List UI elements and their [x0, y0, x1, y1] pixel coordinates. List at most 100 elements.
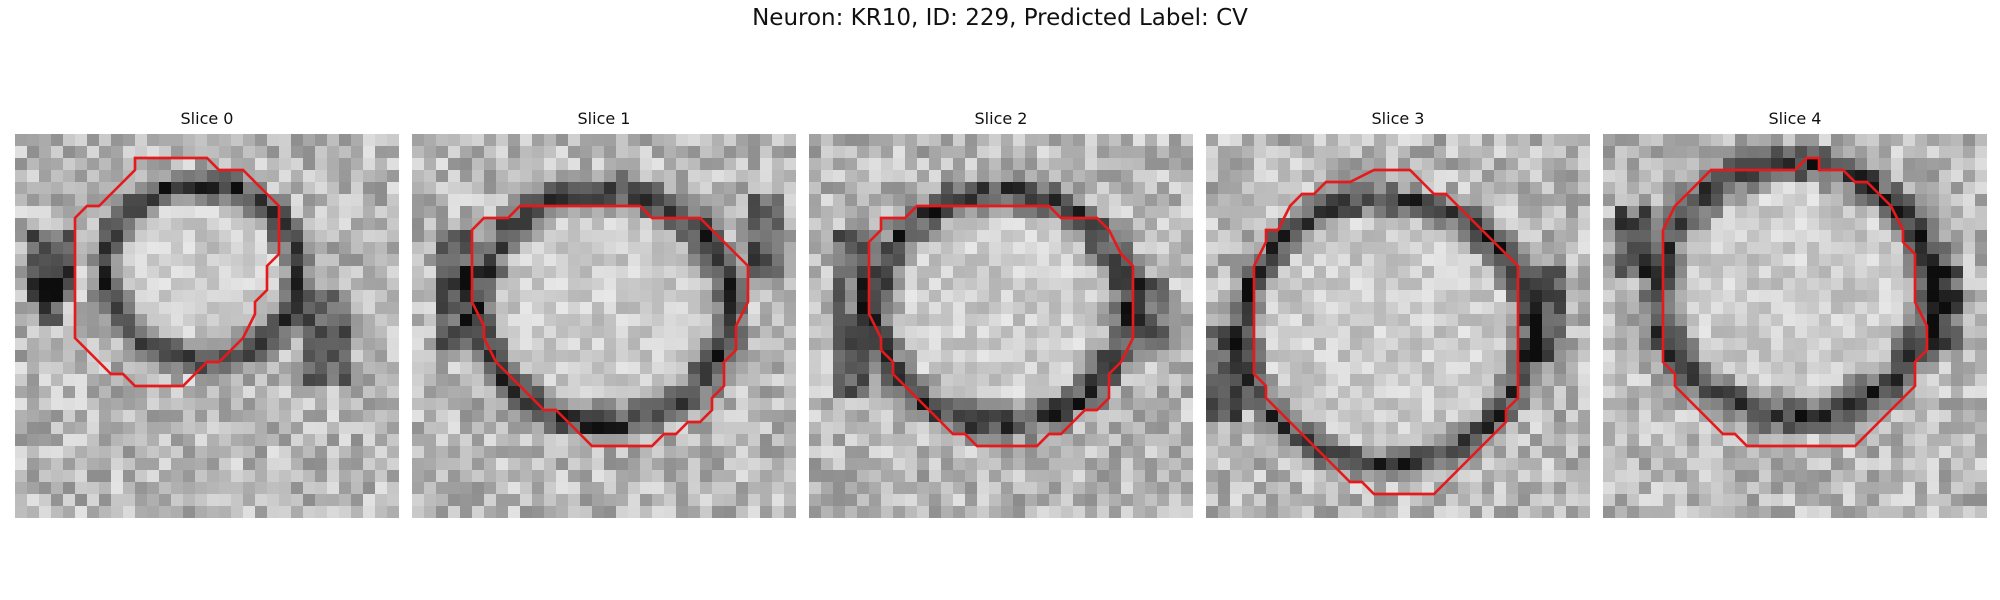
pixel-cell: [1109, 326, 1122, 339]
pixel-cell: [1013, 218, 1026, 231]
pixel-cell: [135, 206, 148, 219]
pixel-cell: [1759, 182, 1772, 195]
pixel-cell: [592, 134, 605, 147]
pixel-cell: [905, 218, 918, 231]
pixel-cell: [508, 290, 521, 303]
pixel-cell: [351, 422, 364, 435]
pixel-cell: [1867, 134, 1880, 147]
pixel-cell: [1049, 458, 1062, 471]
pixel-cell: [1073, 362, 1086, 375]
pixel-cell: [1494, 206, 1507, 219]
pixel-cell: [1386, 206, 1399, 219]
pixel-cell: [1939, 158, 1952, 171]
pixel-cell: [520, 494, 533, 507]
pixel-cell: [1879, 446, 1892, 459]
pixel-cell: [123, 302, 136, 315]
pixel-cell: [1434, 254, 1447, 267]
pixel-cell: [1458, 410, 1471, 423]
pixel-cell: [809, 434, 822, 447]
pixel-cell: [1843, 146, 1856, 159]
pixel-cell: [147, 206, 160, 219]
pixel-cell: [159, 458, 172, 471]
pixel-cell: [424, 194, 437, 207]
pixel-cell: [1085, 374, 1098, 387]
pixel-cell: [460, 506, 473, 518]
pixel-cell: [1362, 290, 1375, 303]
pixel-cell: [87, 158, 100, 171]
pixel-cell: [1542, 446, 1555, 459]
pixel-cell: [532, 302, 545, 315]
pixel-cell: [953, 290, 966, 303]
pixel-cell: [424, 326, 437, 339]
pixel-cell: [1218, 170, 1231, 183]
pixel-cell: [953, 494, 966, 507]
pixel-cell: [1795, 386, 1808, 399]
pixel-cell: [652, 146, 665, 159]
pixel-cell: [857, 170, 870, 183]
pixel-cell: [1374, 446, 1387, 459]
pixel-cell: [159, 206, 172, 219]
pixel-cell: [1458, 218, 1471, 231]
pixel-cell: [1651, 158, 1664, 171]
pixel-cell: [87, 206, 100, 219]
pixel-cell: [472, 506, 485, 518]
pixel-cell: [243, 146, 256, 159]
pixel-cell: [869, 338, 882, 351]
pixel-cell: [1218, 326, 1231, 339]
pixel-cell: [1302, 350, 1315, 363]
pixel-cell: [1230, 374, 1243, 387]
pixel-cell: [1470, 482, 1483, 495]
pixel-cell: [700, 458, 713, 471]
pixel-cell: [1951, 410, 1964, 423]
pixel-cell: [953, 182, 966, 195]
pixel-cell: [87, 302, 100, 315]
pixel-cell: [123, 386, 136, 399]
pixel-cell: [1651, 458, 1664, 471]
pixel-cell: [652, 134, 665, 147]
pixel-cell: [171, 434, 184, 447]
pixel-cell: [1422, 314, 1435, 327]
pixel-cell: [845, 470, 858, 483]
pixel-cell: [1963, 302, 1976, 315]
pixel-cell: [1446, 266, 1459, 279]
pixel-cell: [207, 206, 220, 219]
pixel-cell: [159, 182, 172, 195]
pixel-cell: [351, 194, 364, 207]
pixel-cell: [1759, 302, 1772, 315]
pixel-cell: [1843, 266, 1856, 279]
pixel-cell: [556, 482, 569, 495]
pixel-cell: [760, 170, 773, 183]
pixel-cell: [1807, 434, 1820, 447]
pixel-cell: [1422, 134, 1435, 147]
pixel-cell: [484, 194, 497, 207]
pixel-cell: [1963, 374, 1976, 387]
pixel-cell: [1242, 410, 1255, 423]
pixel-cell: [1338, 206, 1351, 219]
pixel-cell: [977, 170, 990, 183]
pixel-cell: [267, 230, 280, 243]
pixel-cell: [1145, 386, 1158, 399]
pixel-cell: [279, 374, 292, 387]
pixel-cell: [183, 326, 196, 339]
pixel-cell: [1506, 134, 1519, 147]
pixel-cell: [1458, 290, 1471, 303]
slice-2-title: Slice 2: [974, 109, 1028, 128]
pixel-cell: [1939, 146, 1952, 159]
pixel-cell: [580, 170, 593, 183]
pixel-cell: [1747, 446, 1760, 459]
pixel-cell: [977, 398, 990, 411]
pixel-cell: [1687, 242, 1700, 255]
pixel-cell: [1374, 422, 1387, 435]
pixel-cell: [1470, 470, 1483, 483]
pixel-cell: [1530, 146, 1543, 159]
pixel-cell: [965, 266, 978, 279]
pixel-cell: [1675, 266, 1688, 279]
pixel-cell: [869, 458, 882, 471]
pixel-cell: [15, 278, 28, 291]
pixel-cell: [1578, 242, 1590, 255]
pixel-cell: [784, 266, 796, 279]
pixel-cell: [1939, 338, 1952, 351]
pixel-cell: [1639, 374, 1652, 387]
pixel-cell: [472, 494, 485, 507]
pixel-cell: [183, 302, 196, 315]
